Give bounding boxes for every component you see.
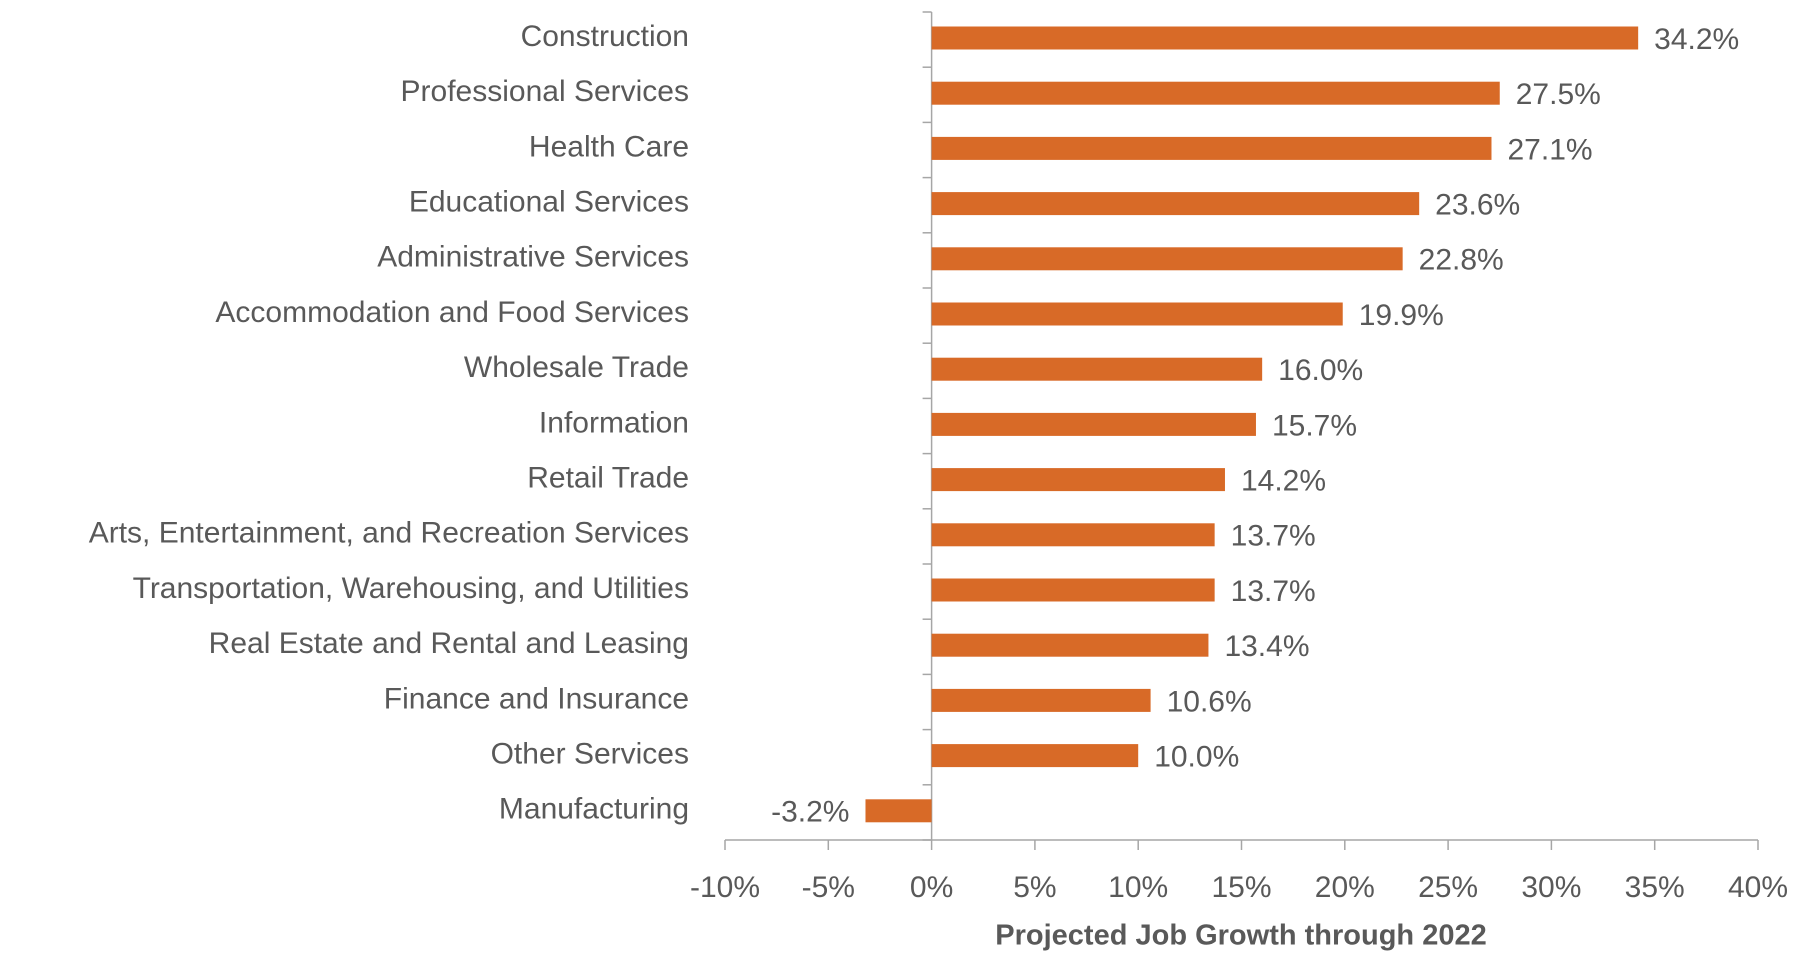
data-label: 15.7% [1272, 409, 1357, 442]
bar [931, 302, 1343, 326]
x-tick-label: 40% [1728, 871, 1788, 904]
data-label: 27.1% [1507, 133, 1592, 166]
data-label: 19.9% [1359, 299, 1444, 332]
x-tick-label: 0% [910, 871, 953, 904]
data-label: 14.2% [1241, 465, 1326, 498]
y-tick-label: Finance and Insurance [384, 682, 689, 715]
y-tick-label: Manufacturing [499, 793, 689, 826]
bar [931, 357, 1263, 381]
y-tick-label: Educational Services [409, 186, 689, 219]
data-label: 27.5% [1516, 78, 1601, 111]
y-tick-label: Construction [521, 20, 689, 53]
data-label: 13.7% [1231, 520, 1316, 553]
y-tick-label: Health Care [529, 130, 689, 163]
x-tick-label: 5% [1013, 871, 1056, 904]
bar [931, 136, 1492, 160]
bar [931, 744, 1139, 768]
y-tick-label: Accommodation and Food Services [215, 296, 689, 329]
data-label: 23.6% [1435, 189, 1520, 222]
bar [931, 578, 1215, 602]
x-tick-label: 15% [1211, 871, 1271, 904]
y-tick-label: Professional Services [401, 75, 689, 108]
bar [931, 81, 1500, 105]
y-tick-label: Other Services [491, 738, 689, 771]
bar [931, 412, 1256, 436]
bar [931, 26, 1639, 50]
x-tick-label: 20% [1315, 871, 1375, 904]
bar [865, 799, 932, 823]
data-label: 22.8% [1419, 244, 1504, 277]
bar [931, 247, 1403, 271]
y-tick-label: Wholesale Trade [464, 351, 689, 384]
data-label: -3.2% [771, 796, 849, 829]
x-tick-label: 30% [1521, 871, 1581, 904]
y-tick-label: Administrative Services [377, 241, 689, 274]
x-tick-label: -5% [802, 871, 855, 904]
x-tick-label: 25% [1418, 871, 1478, 904]
data-label: 16.0% [1278, 354, 1363, 387]
data-label: 10.6% [1167, 685, 1252, 718]
data-label: 10.0% [1154, 741, 1239, 774]
x-tick-label: 10% [1108, 871, 1168, 904]
x-tick-label: 35% [1625, 871, 1685, 904]
bar [931, 523, 1215, 547]
y-tick-label: Arts, Entertainment, and Recreation Serv… [89, 517, 689, 550]
y-tick-label: Retail Trade [527, 462, 689, 495]
data-label: 34.2% [1654, 23, 1739, 56]
bar [931, 192, 1420, 216]
bar [931, 468, 1225, 492]
data-label: 13.4% [1224, 630, 1309, 663]
bar [931, 688, 1151, 712]
bar [931, 633, 1209, 657]
y-tick-label: Information [539, 406, 689, 439]
x-tick-label: -10% [690, 871, 760, 904]
x-axis-title: Projected Job Growth through 2022 [995, 920, 1486, 952]
y-tick-label: Transportation, Warehousing, and Utiliti… [133, 572, 689, 605]
data-label: 13.7% [1231, 575, 1316, 608]
y-tick-label: Real Estate and Rental and Leasing [209, 627, 689, 660]
